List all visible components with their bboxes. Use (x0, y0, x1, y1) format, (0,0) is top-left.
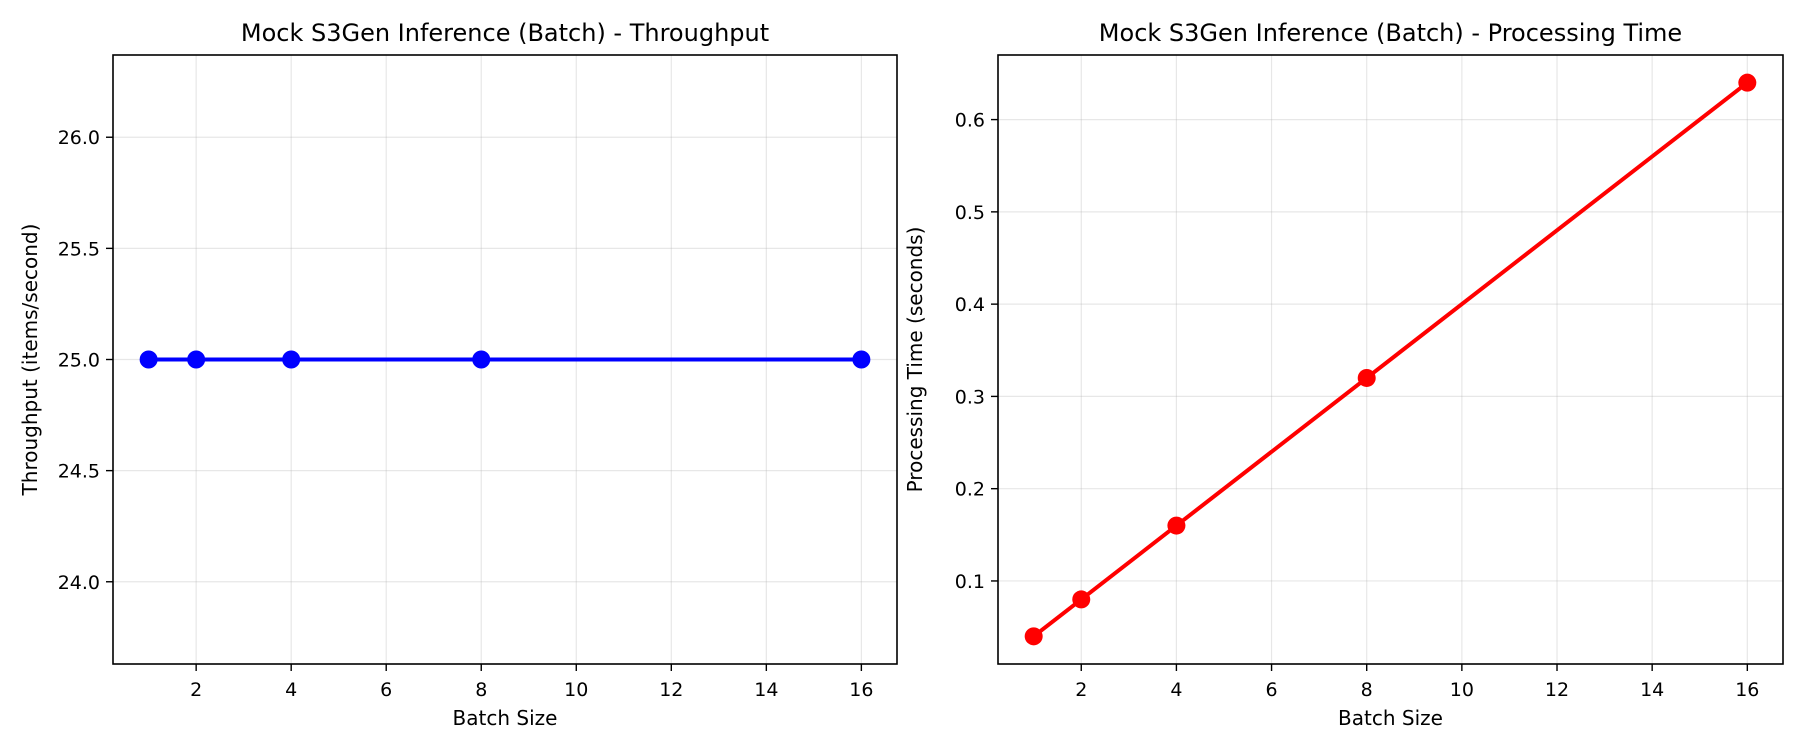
processing-time-y-tick-label: 0.2 (955, 479, 985, 501)
throughput-y-tick-label: 25.5 (58, 238, 100, 260)
throughput-x-tick-label: 2 (190, 679, 202, 701)
processing-time-y-tick-label: 0.1 (955, 571, 985, 593)
throughput-data-point (852, 350, 871, 369)
throughput-x-tick-label: 4 (285, 679, 297, 701)
processing-time-data-point (1167, 516, 1186, 535)
processing-time-data-point (1357, 368, 1376, 387)
processing-time-x-tick-label: 16 (1735, 679, 1759, 701)
processing-time-y-tick-label: 0.4 (955, 294, 985, 316)
processing-time-chart: 2 4 6 8 10 12 14 16 0.1 0.2 0.3 0.4 0.5 0.6 Mock S3Gen… (903, 19, 1784, 730)
throughput-data-point (282, 350, 301, 369)
processing-time-x-tick-label: 8 (1361, 679, 1373, 701)
processing-time-y-tick-label: 0.3 (955, 386, 985, 408)
processing-time-plot-frame (997, 54, 1784, 665)
processing-time-data-point (1024, 627, 1043, 646)
throughput-y-tick-label: 25.0 (58, 350, 100, 372)
processing-time-x-tick-label: 10 (1450, 679, 1474, 701)
throughput-x-tick-label: 14 (754, 679, 778, 701)
throughput-x-tick-label: 12 (659, 679, 683, 701)
processing-time-x-tick-label: 6 (1266, 679, 1278, 701)
processing-time-x-tick-label: 12 (1545, 679, 1569, 701)
processing-time-series-line (1031, 80, 1750, 639)
processing-time-x-tick-label: 2 (1075, 679, 1087, 701)
processing-time-y-tick-label: 0.5 (955, 202, 985, 224)
processing-time-x-tick-label: 4 (1170, 679, 1182, 701)
processing-time-y-axis-label: Processing Time (seconds) (903, 227, 927, 493)
processing-time-x-tick-label: 14 (1640, 679, 1664, 701)
processing-time-chart-title: Mock S3Gen Inference (Batch) - Processin… (1099, 19, 1682, 47)
throughput-chart: 2 4 6 8 10 12 14 16 24.0 24.5 25.0 25.5 26.0 Mock S3G… (18, 19, 898, 730)
throughput-data-point (472, 350, 491, 369)
processing-time-data-point (1738, 73, 1757, 92)
processing-time-y-tick-label: 0.6 (955, 110, 985, 132)
throughput-y-axis-label: Throughput (items/second) (18, 224, 42, 497)
throughput-chart-title: Mock S3Gen Inference (Batch) - Throughpu… (241, 19, 769, 47)
throughput-x-tick-label: 16 (849, 679, 873, 701)
throughput-data-point (187, 350, 206, 369)
throughput-y-tick-label: 24.5 (58, 461, 100, 483)
throughput-y-tick-label: 24.0 (58, 572, 100, 594)
throughput-y-tick-label: 26.0 (58, 127, 100, 149)
throughput-x-axis-label: Batch Size (453, 706, 558, 730)
throughput-x-tick-label: 8 (475, 679, 487, 701)
throughput-x-tick-label: 6 (380, 679, 392, 701)
throughput-x-tick-label: 10 (564, 679, 588, 701)
throughput-data-point (139, 350, 158, 369)
processing-time-data-point (1072, 590, 1091, 609)
processing-time-x-axis-label: Batch Size (1338, 706, 1443, 730)
